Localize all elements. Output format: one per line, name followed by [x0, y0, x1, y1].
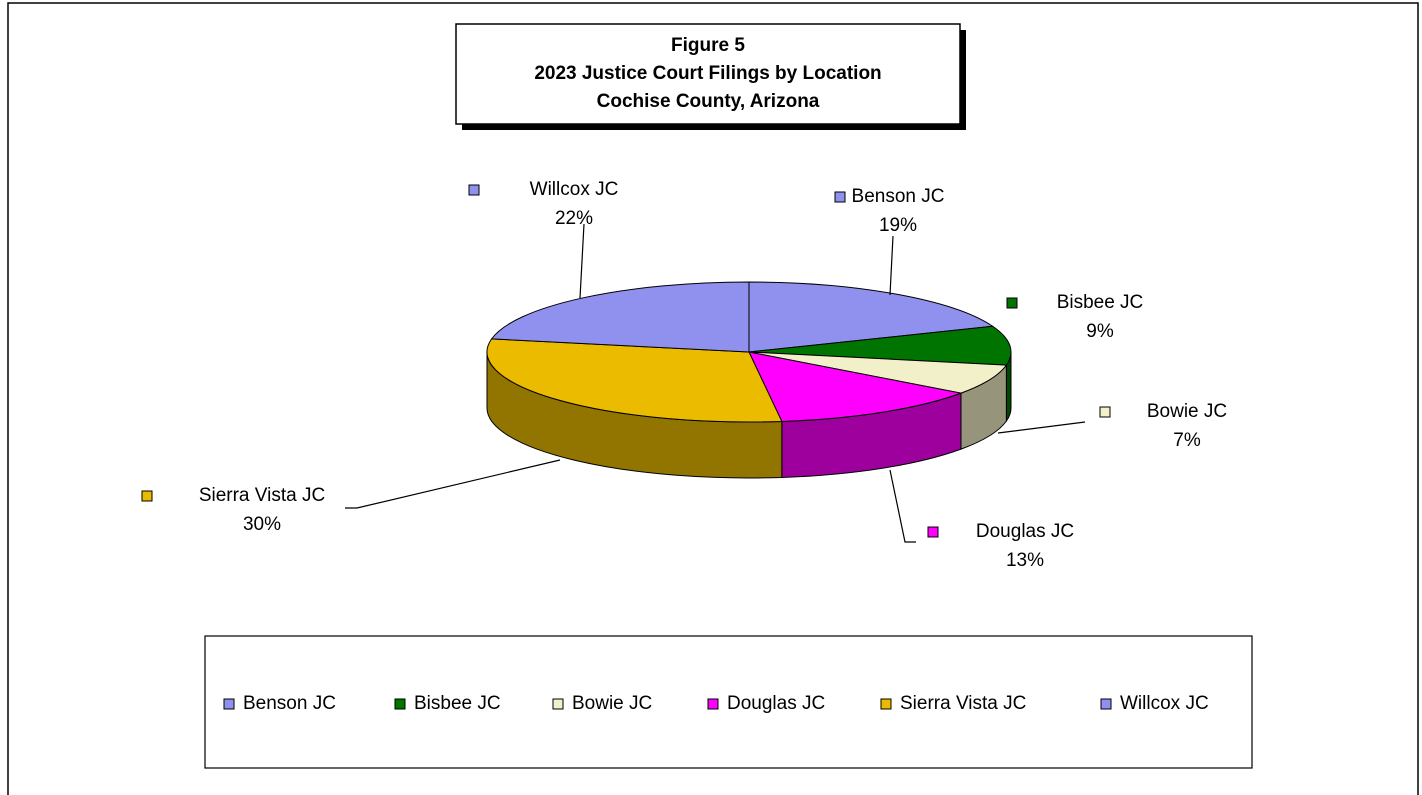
data-label-value: 9% — [1086, 321, 1114, 342]
slice — [748, 351, 1008, 394]
label-marker — [1006, 297, 1018, 309]
label-marker — [468, 184, 480, 196]
legend-label: Willcox JC — [1120, 693, 1209, 714]
data-label-name: Sierra Vista JC — [199, 485, 325, 506]
leader-line — [345, 459, 561, 509]
legend: Benson JC Bisbee JC Bowie JC Douglas JC Sier… — [204, 635, 1253, 769]
leader-line — [889, 469, 916, 543]
slice — [486, 338, 783, 423]
chart-title: Figure 5 — [671, 35, 745, 56]
slice — [748, 281, 995, 353]
pie-tops — [486, 281, 1012, 423]
legend-label: Benson JC — [243, 693, 336, 714]
legend-marker — [223, 698, 235, 710]
slice — [748, 325, 1012, 366]
leader-line — [889, 235, 894, 296]
slice — [490, 281, 750, 353]
legend-marker — [394, 698, 406, 710]
data-labels: Benson JC 19% Bisbee JC 9% Bowie JC 7% Douglas… — [141, 179, 1227, 571]
data-label-name: Bowie JC — [1147, 401, 1227, 422]
chart-title: Cochise County, Arizona — [597, 91, 820, 112]
legend-label: Bowie JC — [572, 693, 652, 714]
title-box — [455, 23, 961, 125]
legend-marker — [707, 698, 719, 710]
label-marker — [1099, 406, 1111, 418]
slice — [748, 351, 963, 422]
legend-label: Bisbee JC — [414, 693, 501, 714]
legend-marker — [552, 698, 564, 710]
data-label-name: Bisbee JC — [1057, 292, 1144, 313]
data-label-name: Benson JC — [852, 186, 945, 207]
leader-line — [997, 421, 1086, 434]
label-marker — [141, 490, 153, 502]
data-label-name: Douglas JC — [976, 521, 1074, 542]
data-label-value: 19% — [879, 215, 917, 236]
chart-title: 2023 Justice Court Filings by Location — [534, 63, 881, 84]
label-marker — [927, 526, 939, 538]
legend-marker — [1100, 698, 1112, 710]
data-label-value: 13% — [1006, 550, 1044, 571]
data-label-value: 22% — [555, 208, 593, 229]
data-label-name: Willcox JC — [530, 179, 619, 200]
legend-box — [204, 635, 1253, 769]
label-marker — [834, 191, 846, 203]
legend-label: Douglas JC — [727, 693, 825, 714]
data-label-value: 30% — [243, 514, 281, 535]
legend-marker — [880, 698, 892, 710]
legend-label: Sierra Vista JC — [900, 693, 1026, 714]
leader-line — [579, 223, 585, 299]
data-label-value: 7% — [1173, 430, 1201, 451]
